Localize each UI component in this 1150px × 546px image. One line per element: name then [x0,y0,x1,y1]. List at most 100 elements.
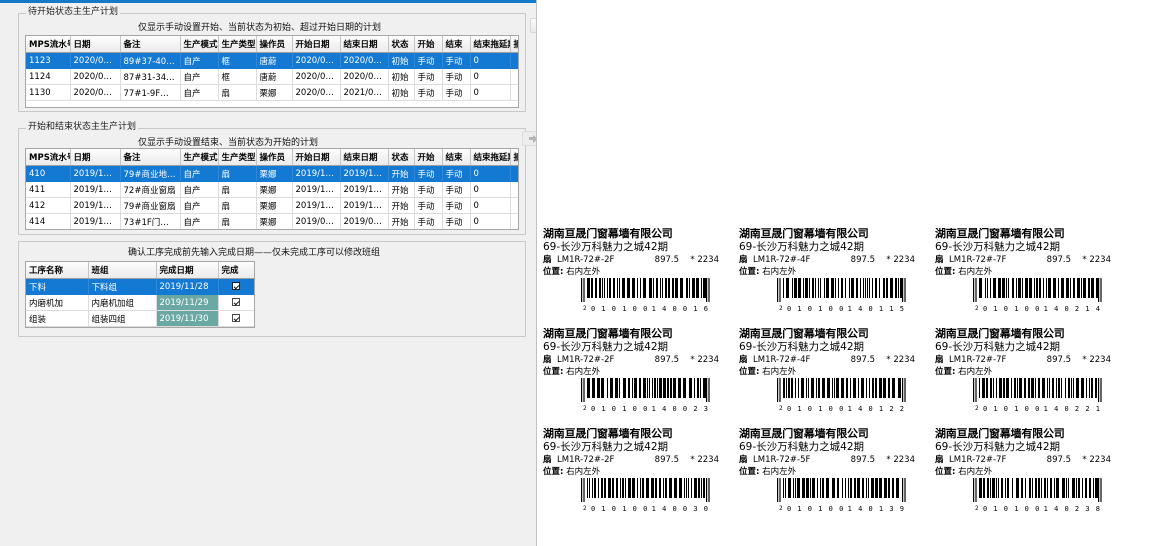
column-header[interactable]: 生产类型 [218,36,257,53]
table-cell[interactable]: 手动 [414,197,443,214]
table-cell[interactable]: 手动 [414,84,443,101]
column-header[interactable]: 完成日期 [156,262,219,279]
table-cell[interactable]: 开始 [388,230,414,231]
column-header[interactable]: 开始 [414,149,443,166]
column-header[interactable]: 备注 [120,36,181,53]
table-cell[interactable]: 扇 [218,197,257,214]
table-cell[interactable]: 2019/10/24 [70,165,121,182]
table-cell[interactable]: 自产 [180,197,219,214]
table-cell[interactable]: 扇 [218,84,257,101]
process-name-cell[interactable]: 下料 [26,278,89,295]
process-done-cell[interactable] [218,326,254,327]
table-row[interactable]: 411 2019/10/24 72#商业窗扇 自产扇栗娜 2019/10/24 2019/… [26,181,518,198]
column-header[interactable]: 日期 [70,36,121,53]
table-cell[interactable] [510,213,518,229]
process-date-cell[interactable]: 2020/03/31 [156,326,219,327]
table-cell[interactable]: 2020/03/18 [340,52,389,69]
table-cell[interactable]: 414 [26,213,71,229]
column-header[interactable]: 生产模式 [180,149,219,166]
table-cell[interactable]: 自产 [180,165,219,182]
table-cell[interactable]: 0 [470,84,511,101]
table-cell[interactable]: 410 [26,165,71,182]
table-cell[interactable]: 手动 [414,68,443,85]
table-cell[interactable]: 栗娜 [256,181,293,198]
table-row[interactable]: 11232020/03/2689#37-40F门框自产框唐蔚2020/03/02… [26,52,518,69]
table-row[interactable]: 1130 2020/03/27 77#1-9F门扇 自产扇栗娜 2020/03/27 20… [26,84,518,101]
table-cell[interactable]: 开始 [388,165,415,182]
process-date-cell[interactable]: 2019/11/29 [156,294,219,311]
table-cell[interactable]: 0 [470,230,510,231]
column-header[interactable]: 操作员 [256,149,293,166]
process-row[interactable]: 下料 下料组 2019/11/28 [26,278,254,295]
table-cell[interactable]: 2019/11/02 [340,181,389,198]
checkbox-icon[interactable] [232,298,240,306]
table-cell[interactable] [510,52,518,69]
table-cell[interactable]: 自产 [180,84,219,101]
process-team-cell[interactable]: 下料组 [88,278,157,295]
table-row[interactable]: 412 2019/10/24 79#商业窗扇 自产扇栗娜 2019/10/24 2019/… [26,197,518,214]
column-header[interactable]: 开始日期 [292,149,341,166]
process-name-cell[interactable]: 内磨机加 [26,294,89,311]
process-date-cell[interactable]: 2019/11/30 [156,310,219,327]
table-cell[interactable]: 2020/03/02 [292,52,341,69]
process-done-cell[interactable] [218,278,254,295]
table-cell[interactable]: 87#31-34F门框 [120,68,181,85]
table-cell[interactable]: 2019/07/05 [292,213,341,229]
table-cell[interactable]: 1124 [26,68,71,85]
table-cell[interactable]: 2019/10/24 [292,197,341,214]
table-cell[interactable]: 栗娜 [256,197,293,214]
table-cell[interactable]: 2020/03/26 [70,68,121,85]
table-cell[interactable]: 0 [470,68,511,85]
table-cell[interactable]: 开始 [388,197,415,214]
table-cell[interactable]: 2020/03/30 [292,68,341,85]
table-cell[interactable]: 扇 [218,165,257,182]
pending-plans-grid[interactable]: MPS流水号日期备注生产模式生产类型操作员开始日期结束日期状态开始结束结束拖延期… [25,35,519,108]
table-cell[interactable]: 自产 [180,52,219,69]
table-cell[interactable]: 2019/10/24 [70,197,121,214]
process-grid[interactable]: 工序名称 班组 完成日期 完成 下料 下料组 2019/11/28 内磨机加 内磨机加组 2019… [25,261,255,328]
process-date-cell[interactable]: 2019/11/28 [156,278,219,295]
table-cell[interactable]: 2019/11/01 [70,230,120,231]
column-header[interactable]: 状态 [388,36,415,53]
table-cell[interactable]: 87#15-18F窗扇 [120,230,180,231]
table-cell[interactable]: 栗娜 [256,84,293,101]
table-cell[interactable]: 初始 [388,68,415,85]
table-cell[interactable]: 2019/10/24 [70,181,121,198]
table-cell[interactable]: 2020/03/26 [70,52,121,69]
column-header[interactable]: 结束拖延期 [470,36,511,53]
column-header[interactable]: 摘要 [510,36,518,53]
process-name-cell[interactable]: 组装 [26,310,89,327]
table-cell[interactable]: 2019/07/05 [340,213,389,229]
table-cell[interactable]: 2021/04/10 [340,84,389,101]
column-header[interactable]: 完成 [218,262,254,279]
column-header[interactable]: 开始日期 [292,36,341,53]
table-cell[interactable]: 自产 [180,230,218,231]
active-plans-grid[interactable]: MPS流水号日期备注生产模式生产类型操作员开始日期结束日期状态开始结束结束拖延期… [25,148,519,230]
table-cell[interactable] [510,84,518,101]
table-row[interactable]: 4632019/11/0187#15-18F窗扇自产扇栗娜2019/11/082… [26,230,519,231]
process-team-cell[interactable]: 打胶组 [88,326,157,327]
table-cell[interactable]: 0 [470,181,511,198]
table-cell[interactable]: 0 [470,52,511,69]
table-cell[interactable]: 扇 [218,230,256,231]
column-header[interactable]: 生产类型 [218,149,257,166]
checkbox-icon[interactable] [232,282,240,290]
table-cell[interactable]: 框 [218,52,257,69]
table-cell[interactable]: 开始 [388,213,415,229]
column-header[interactable]: 结束 [442,149,471,166]
table-cell[interactable]: 自产 [180,213,219,229]
table-cell[interactable]: 手动 [442,52,471,69]
table-cell[interactable]: 89#37-40F门框 [120,52,181,69]
table-cell[interactable]: 自产 [180,68,219,85]
table-cell[interactable]: 463 [26,230,70,231]
table-cell[interactable]: 手动 [442,165,471,182]
column-header[interactable]: 生产模式 [180,36,219,53]
column-header[interactable]: 备注 [120,149,181,166]
table-cell[interactable]: 手动 [442,197,471,214]
column-header[interactable]: MPS流水号 [26,36,71,53]
column-header[interactable]: 开始 [414,36,443,53]
process-row[interactable]: 内磨机加 内磨机加组 2019/11/29 [26,294,254,311]
table-cell[interactable] [510,230,519,231]
table-cell[interactable] [510,68,518,85]
table-cell[interactable]: 2019/11/18 [340,230,388,231]
